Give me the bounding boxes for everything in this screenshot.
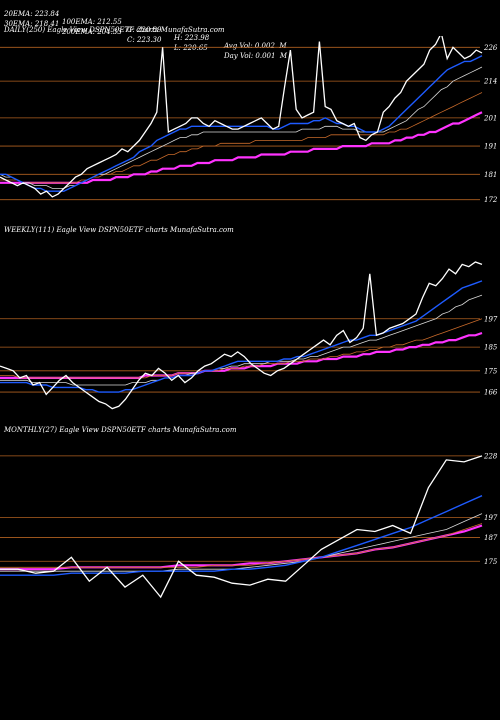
monthly-y-tick-label: 197 — [484, 514, 498, 522]
weekly-ema-line-2 — [0, 318, 483, 379]
header-ema200: 200EMA: 204.33 — [62, 28, 122, 36]
monthly-y-tick-label: 228 — [483, 452, 498, 460]
monthly-ema-line-0 — [0, 495, 483, 576]
monthly-y-tick-label: 175 — [484, 558, 498, 566]
daily-y-tick-label: 201 — [483, 114, 497, 122]
daily-y-tick-label: 214 — [483, 78, 497, 86]
monthly-ema-line-3 — [0, 524, 483, 571]
header-close-2: C: 223.30 — [127, 36, 162, 44]
monthly-ema-line-1 — [0, 513, 483, 572]
header-ema20: 20EMA: 223.84 — [4, 10, 60, 18]
daily-panel-title: DAILY(250) Eagle View DSPN50ETF charts M… — [4, 26, 225, 34]
weekly-panel-title: WEEKLY(111) Eagle View DSPN50ETF charts … — [4, 226, 234, 234]
weekly-y-tick-label: 197 — [484, 315, 498, 323]
header-low: L: 220.65 — [174, 44, 208, 52]
daily-y-tick-label: 172 — [484, 196, 498, 204]
daily-ema-line-2 — [0, 92, 483, 184]
daily-chart: 226 214 201 191 181 172 — [0, 36, 498, 204]
daily-price-line — [0, 36, 483, 198]
header-high: H: 223.98 — [174, 34, 210, 42]
header-close: C: 220.89 — [127, 26, 162, 34]
daily-y-tick-label: 181 — [484, 171, 497, 179]
weekly-y-tick-label: 166 — [484, 389, 498, 397]
monthly-panel-title: MONTHLY(27) Eagle View DSPN50ETF charts … — [4, 426, 237, 434]
weekly-ema-line-0 — [0, 280, 483, 393]
weekly-ema-line-1 — [0, 294, 483, 386]
monthly-chart: 228 197 187 175 — [0, 452, 498, 599]
monthly-ema-line-2 — [0, 523, 483, 568]
weekly-y-tick-label: 185 — [484, 344, 498, 352]
header-avg-vol: Avg Vol: 0.002 M — [224, 42, 287, 50]
header-row-2: 30EMA: 218.41 200EMA: 204.33 C: 223.30 L… — [4, 12, 287, 60]
daily-y-tick-label: 226 — [483, 44, 498, 52]
header-ema30: 30EMA: 218.41 — [4, 20, 60, 28]
weekly-price-line — [0, 261, 483, 410]
header-day-vol: Day Vol: 0.001 M — [224, 52, 288, 60]
daily-ema-line-0 — [0, 55, 483, 192]
weekly-chart: 197 185 175 166 — [0, 261, 498, 410]
daily-y-tick-label: 191 — [484, 143, 497, 151]
monthly-price-line — [0, 455, 483, 599]
daily-ema-line-3 — [0, 111, 483, 184]
weekly-y-tick-label: 175 — [484, 367, 498, 375]
header-row-1: 20EMA: 223.84 100EMA: 212.55 C: 220.89 H… — [4, 2, 287, 50]
monthly-y-tick-label: 187 — [484, 534, 498, 542]
header-ema100: 100EMA: 212.55 — [62, 18, 122, 26]
